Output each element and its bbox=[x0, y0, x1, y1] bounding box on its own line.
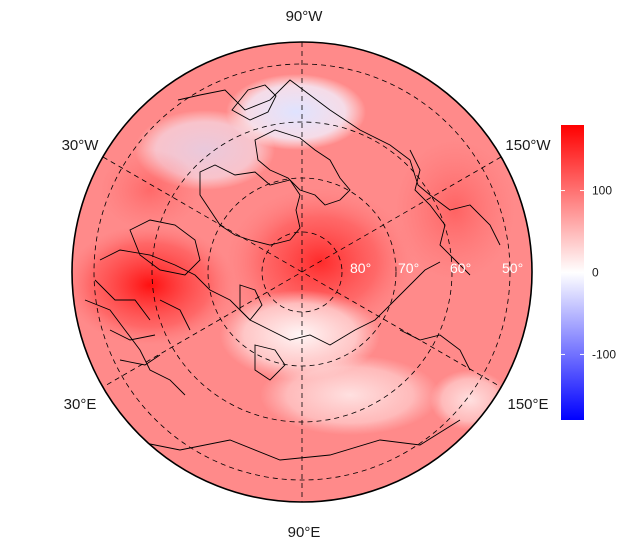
north-america-coast bbox=[177, 79, 501, 246]
graticule bbox=[93, 42, 511, 502]
canadian-archipelago-coast bbox=[254, 129, 351, 206]
colorbar-ticks: 100 0 -100 bbox=[561, 184, 616, 361]
lat-circle-80 bbox=[261, 231, 343, 313]
colorbar-gradient bbox=[561, 125, 584, 420]
anomaly-field bbox=[72, 42, 532, 502]
field-pacific-pale bbox=[430, 370, 510, 430]
greenland-coast bbox=[199, 164, 301, 246]
lon-label-lower-left: 30°E bbox=[64, 396, 97, 413]
lon-label-top: 90°W bbox=[286, 8, 324, 25]
asia-south-coast bbox=[129, 419, 461, 461]
lon-label-bottom: 90°E bbox=[288, 524, 321, 541]
lon-label-upper-left: 30°W bbox=[62, 137, 100, 154]
colorbar-tick-label: 0 bbox=[592, 266, 599, 280]
lon-label-upper-right: 150°W bbox=[505, 137, 551, 154]
map-boundary bbox=[71, 41, 533, 503]
colorbar-tick-label: 100 bbox=[592, 184, 612, 198]
latitude-labels: 80° 70° 60° 50° bbox=[350, 260, 523, 276]
novaya-zemlya-coast bbox=[239, 284, 263, 321]
europe-borders bbox=[94, 279, 191, 366]
lat-label-60: 60° bbox=[450, 260, 471, 276]
lat-circle-50 bbox=[93, 63, 511, 481]
taymyr-coast bbox=[254, 344, 286, 381]
field-north-pacific-anomaly bbox=[395, 140, 515, 280]
alaska-coast bbox=[409, 149, 471, 276]
lon-label-lower-right: 150°E bbox=[507, 396, 548, 413]
eurasia-arctic-coast bbox=[99, 249, 441, 346]
field-east-siberia-pale bbox=[260, 355, 440, 435]
field-atlantic-anomaly bbox=[100, 150, 200, 230]
lat-label-50: 50° bbox=[502, 260, 523, 276]
lat-label-80: 80° bbox=[350, 260, 371, 276]
europe-inland bbox=[84, 299, 186, 396]
hudson-bay-coast bbox=[231, 84, 277, 121]
meridian-150w-30e bbox=[102, 156, 502, 388]
coastlines bbox=[84, 79, 501, 461]
scandinavia-coast bbox=[129, 219, 201, 276]
colorbar: 100 0 -100 bbox=[561, 125, 616, 420]
longitude-labels: 90°W 30°W 150°W 30°E 150°E 90°E bbox=[62, 8, 552, 541]
field-western-russia-anomaly bbox=[72, 225, 235, 345]
lat-label-70: 70° bbox=[398, 260, 419, 276]
colorbar-tick-label: -100 bbox=[592, 347, 616, 361]
chukotka-coast bbox=[399, 329, 471, 371]
